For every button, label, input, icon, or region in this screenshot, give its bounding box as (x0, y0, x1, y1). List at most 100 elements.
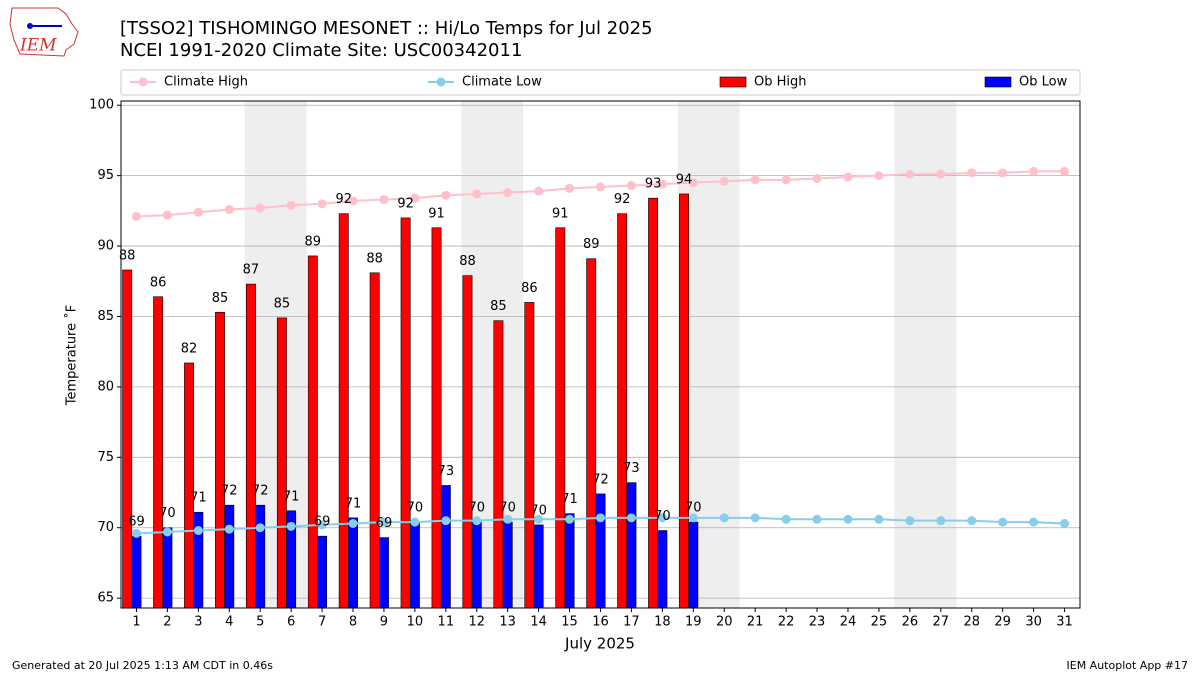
data-label: 70 (499, 501, 516, 516)
marker (905, 516, 915, 526)
bar (255, 504, 266, 609)
x-tick-label: 9 (380, 615, 388, 630)
bar (679, 193, 689, 609)
marker (1029, 166, 1039, 176)
x-tick-label: 24 (840, 615, 857, 630)
data-label: 71 (561, 492, 578, 507)
bar (338, 213, 349, 609)
bar (493, 320, 504, 609)
marker (317, 520, 327, 530)
marker (286, 200, 296, 210)
marker (224, 204, 234, 214)
marker (843, 514, 853, 524)
marker (441, 190, 451, 200)
marker (874, 171, 884, 181)
marker (503, 514, 513, 524)
y-axis-label: Temperature ˚F (64, 305, 80, 406)
data-label: 85 (212, 291, 229, 306)
bar (131, 535, 142, 609)
marker (131, 528, 141, 538)
x-tick-label: 2 (163, 615, 171, 630)
x-tick-label: 7 (318, 615, 326, 630)
x-tick-label: 16 (592, 615, 609, 630)
legend-marker (436, 77, 446, 87)
x-tick-label: 27 (933, 615, 950, 630)
data-label: 70 (654, 509, 671, 524)
marker (781, 514, 791, 524)
x-tick-label: 30 (1025, 615, 1042, 630)
x-tick-label: 21 (747, 615, 764, 630)
marker (255, 523, 265, 533)
x-tick-label: 17 (623, 615, 640, 630)
marker (719, 176, 729, 186)
bar (626, 482, 637, 609)
y-tick-label: 85 (97, 309, 114, 324)
data-label: 82 (181, 341, 198, 356)
bar (400, 217, 411, 609)
x-tick-label: 22 (778, 615, 795, 630)
marker (967, 516, 977, 526)
data-label: 88 (366, 251, 383, 266)
marker (348, 196, 358, 206)
logo: IEM (9, 7, 79, 57)
x-tick-label: 26 (902, 615, 919, 630)
marker (812, 514, 822, 524)
data-label: 94 (676, 172, 693, 187)
marker (998, 168, 1008, 178)
data-label: 89 (583, 237, 600, 252)
marker (688, 178, 698, 188)
data-label: 70 (468, 501, 485, 516)
x-tick-label: 6 (287, 615, 295, 630)
marker (410, 193, 420, 203)
marker (1029, 517, 1039, 527)
marker (596, 513, 605, 523)
logo-outline (9, 7, 79, 57)
marker (750, 175, 760, 185)
marker (626, 513, 636, 523)
bar (564, 513, 575, 609)
marker (224, 524, 234, 534)
marker (936, 169, 946, 179)
x-tick-label: 10 (407, 615, 424, 630)
marker (967, 168, 977, 178)
bar (533, 524, 544, 609)
bar (184, 362, 194, 609)
x-tick-label: 20 (716, 615, 733, 630)
bar (122, 269, 133, 609)
x-tick-label: 23 (809, 615, 826, 630)
marker (379, 517, 389, 527)
data-label: 92 (335, 192, 352, 207)
bar (462, 275, 473, 609)
data-label: 70 (685, 501, 702, 516)
data-label: 72 (592, 472, 609, 487)
data-label: 85 (490, 299, 507, 314)
x-tick-label: 3 (194, 615, 202, 630)
bar (471, 521, 482, 609)
legend-label: Climate High (164, 75, 248, 90)
x-tick-label: 4 (225, 615, 233, 630)
x-tick-label: 14 (530, 615, 547, 630)
bar (502, 521, 513, 609)
x-axis-label: July 2025 (564, 635, 635, 653)
chart-subtitle: NCEI 1991-2020 Climate Site: USC00342011 (120, 40, 522, 61)
x-tick-label: 29 (994, 615, 1011, 630)
bar (245, 283, 256, 609)
x-tick-label: 5 (256, 615, 264, 630)
marker (596, 182, 605, 192)
marker (131, 211, 141, 221)
bar (224, 504, 235, 609)
bar (688, 521, 699, 609)
marker (626, 181, 636, 190)
bar (657, 530, 668, 609)
marker (503, 188, 513, 198)
marker (534, 514, 544, 524)
data-label: 71 (190, 491, 207, 506)
marker (843, 172, 853, 182)
marker (348, 519, 358, 528)
y-tick-label: 65 (97, 591, 114, 606)
marker (688, 513, 698, 523)
data-label: 86 (150, 275, 167, 290)
x-tick-label: 15 (561, 615, 578, 630)
marker (472, 189, 482, 199)
